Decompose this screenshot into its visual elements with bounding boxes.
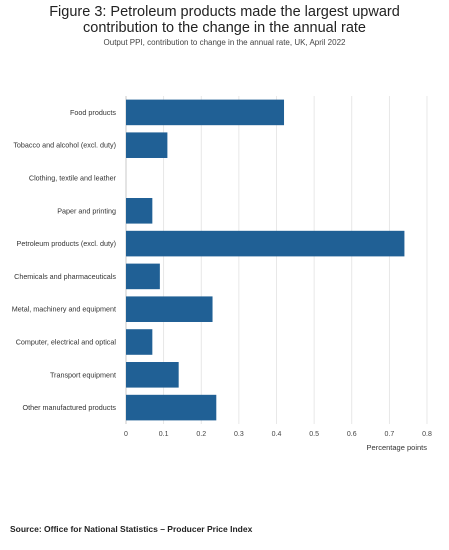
category-label: Computer, electrical and optical (16, 338, 117, 347)
x-tick-label: 0.4 (272, 431, 282, 438)
x-axis-title: Percentage points (367, 443, 428, 452)
chart-title: Figure 3: Petroleum products made the la… (49, 4, 400, 36)
bar (126, 394, 217, 421)
category-label: Tobacco and alcohol (excl. duty) (13, 141, 116, 150)
x-tick-label: 0 (124, 431, 128, 438)
bar (126, 132, 168, 158)
x-tick-label: 0.8 (422, 431, 432, 438)
x-tick-label: 0.7 (385, 431, 395, 438)
category-label: Clothing, textile and leather (29, 174, 117, 183)
x-tick-label: 0.6 (347, 431, 357, 438)
bar (126, 198, 153, 224)
category-label: Chemicals and pharmaceuticals (14, 272, 116, 281)
category-label: Petroleum products (excl. duty) (17, 239, 116, 248)
chart-subtitle: Output PPI, contribution to change in th… (103, 38, 346, 47)
x-tick-label: 0.5 (309, 431, 319, 438)
x-tick-label: 0.2 (196, 431, 206, 438)
category-label: Paper and printing (57, 206, 116, 215)
x-tick-label: 0.3 (234, 431, 244, 438)
category-label: Transport equipment (50, 370, 116, 379)
bar (126, 362, 179, 388)
bar (126, 230, 405, 257)
bar (126, 263, 160, 290)
source-note: Source: Office for National Statistics –… (10, 524, 253, 534)
category-label: Food products (70, 108, 116, 117)
bar (126, 296, 213, 322)
category-label: Metal, machinery and equipment (12, 305, 116, 314)
x-tick-label: 0.1 (159, 431, 169, 438)
bar (126, 99, 285, 126)
category-label: Other manufactured products (23, 403, 117, 412)
bar (126, 329, 153, 355)
